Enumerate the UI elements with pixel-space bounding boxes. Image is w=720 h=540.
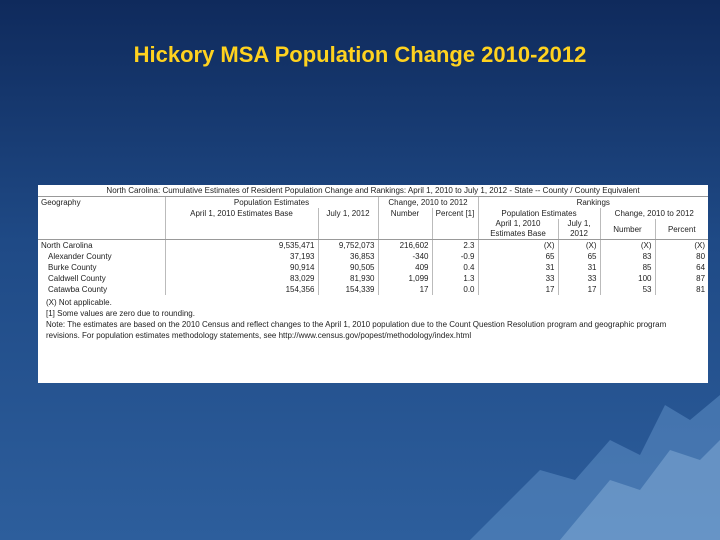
note: Note: The estimates are based on the 201…	[46, 320, 667, 340]
table-cell: 87	[654, 273, 709, 284]
table-cell: 65	[557, 251, 600, 262]
header: July 1, 2012	[317, 208, 378, 219]
header: Population Estimates	[477, 208, 600, 219]
table-cell: 90,505	[317, 262, 378, 273]
header: Percent	[654, 219, 709, 240]
table-cell: 154,356	[164, 284, 318, 295]
table-row: Catawba County 154,356 154,339 17 0.0 17 17 53 8…	[38, 284, 709, 295]
header: Percent [1]	[431, 208, 478, 219]
table-sheet: North Carolina: Cumulative Estimates of …	[38, 185, 709, 383]
table-cell: Catawba County	[48, 285, 108, 294]
table-cell: 154,339	[317, 284, 378, 295]
table-cell: 33	[557, 273, 600, 284]
table-cell: 2.3	[431, 239, 478, 251]
header: Geography	[41, 198, 81, 207]
table-row: North Carolina 9,535,471 9,752,073 216,602 2…	[38, 239, 709, 251]
table-cell: 33	[477, 273, 558, 284]
header: Rankings	[477, 196, 709, 208]
table-cell: 31	[557, 262, 600, 273]
table-cell: 81	[654, 284, 709, 295]
table-cell: -0.9	[431, 251, 478, 262]
table-cell: 85	[599, 262, 655, 273]
table-cell: (X)	[654, 239, 709, 251]
table-cell: 83	[599, 251, 655, 262]
note: [1] Some values are zero due to rounding…	[46, 309, 195, 318]
slide-title: Hickory MSA Population Change 2010-2012	[133, 42, 587, 67]
header: Number	[599, 219, 655, 240]
header: Number	[377, 208, 432, 219]
table-cell: -340	[377, 251, 432, 262]
table-cell: 17	[557, 284, 600, 295]
population-table: North Carolina: Cumulative Estimates of …	[38, 185, 709, 295]
table-cell: 31	[477, 262, 558, 273]
header: Change, 2010 to 2012	[599, 208, 709, 219]
table-cell: 83,029	[164, 273, 318, 284]
table-cell: 409	[377, 262, 432, 273]
table-cell: 37,193	[164, 251, 318, 262]
table-cell: 65	[477, 251, 558, 262]
header: April 1, 2010 Estimates Base	[477, 219, 558, 240]
table-cell: 36,853	[317, 251, 378, 262]
table-cell: 90,914	[164, 262, 318, 273]
header: Population Estimates	[164, 196, 378, 208]
table-cell: (X)	[599, 239, 655, 251]
note: (X) Not applicable.	[46, 298, 112, 307]
table-cell: (X)	[557, 239, 600, 251]
table-cell: 53	[599, 284, 655, 295]
table-cell: 17	[477, 284, 558, 295]
notes: (X) Not applicable. [1] Some values are z…	[38, 295, 708, 341]
table-cell: 0.0	[431, 284, 478, 295]
table-cell: 81,930	[317, 273, 378, 284]
table-cell: 80	[654, 251, 709, 262]
table-cell: 216,602	[377, 239, 432, 251]
table-cell: 0.4	[431, 262, 478, 273]
table-cell: Alexander County	[48, 252, 112, 261]
table-cell: 64	[654, 262, 709, 273]
table-cell: 1,099	[377, 273, 432, 284]
table-cell: 100	[599, 273, 655, 284]
table-cell: North Carolina	[41, 241, 93, 250]
table-cell: Caldwell County	[48, 274, 106, 283]
table-caption: North Carolina: Cumulative Estimates of …	[38, 185, 709, 197]
table-cell: 9,752,073	[317, 239, 378, 251]
table-row: Burke County 90,914 90,505 409 0.4 31 31 85 64	[38, 262, 709, 273]
header: July 1, 2012	[557, 219, 600, 240]
header: April 1, 2010 Estimates Base	[164, 208, 318, 219]
table-cell: 1.3	[431, 273, 478, 284]
table-cell: 17	[377, 284, 432, 295]
table-row: Caldwell County 83,029 81,930 1,099 1.3 33 33 1…	[38, 273, 709, 284]
table-cell: (X)	[477, 239, 558, 251]
header: Change, 2010 to 2012	[377, 196, 478, 208]
table-cell: Burke County	[48, 263, 97, 272]
table-cell: 9,535,471	[164, 239, 318, 251]
table-row: Alexander County 37,193 36,853 -340 -0.9 65 65…	[38, 251, 709, 262]
